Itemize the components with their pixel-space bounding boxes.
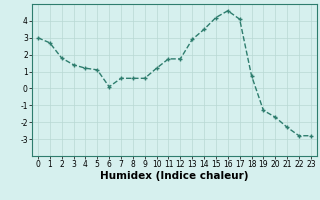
X-axis label: Humidex (Indice chaleur): Humidex (Indice chaleur) — [100, 171, 249, 181]
